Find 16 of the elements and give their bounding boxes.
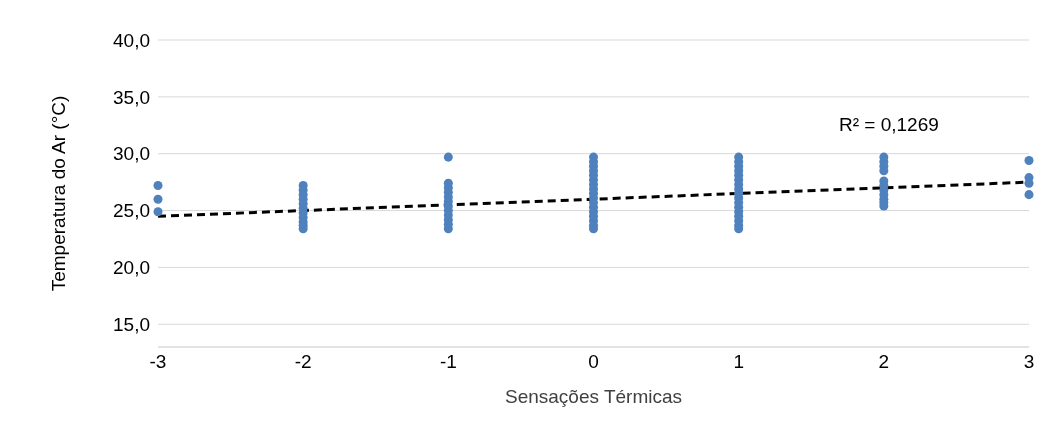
x-axis-title: Sensações Térmicas: [504, 386, 683, 407]
x-tick-label: -2: [294, 351, 312, 373]
annotation: R² = 0,1269: [839, 113, 939, 136]
y-tick-label: 15,0: [113, 314, 150, 335]
y-tick-label: 35,0: [113, 86, 150, 108]
x-tick-label: 2: [878, 351, 890, 373]
x-tick-label: -1: [439, 351, 457, 373]
y-tick-label: 20,0: [113, 257, 150, 279]
y-tick-label: 30,0: [113, 143, 150, 165]
y-tick-label: 40,0: [113, 29, 150, 51]
x-tick-label: 1: [733, 351, 744, 373]
y-tick-label: 25,0: [113, 200, 150, 222]
x-tick-label: 3: [1023, 351, 1035, 373]
x-tick-label: -3: [149, 351, 167, 373]
y-axis-title: Temperatura do Ar (°C): [47, 95, 69, 292]
x-tick-label: 0: [588, 351, 599, 373]
